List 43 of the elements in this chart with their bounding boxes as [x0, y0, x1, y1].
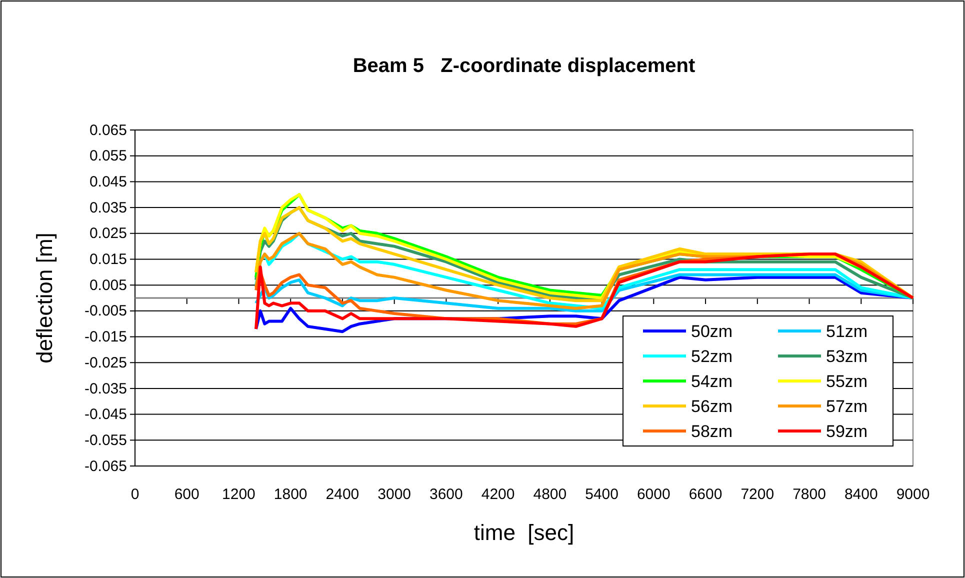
x-tick-label: 9000: [896, 486, 930, 503]
legend-label: 51zm: [826, 322, 868, 341]
x-tick-label: 2400: [326, 486, 360, 503]
y-tick-label: -0.055: [84, 432, 127, 449]
legend-label: 52zm: [691, 347, 733, 366]
x-axis-title: time [sec]: [474, 520, 574, 545]
legend-label: 50zm: [691, 322, 733, 341]
y-tick-label: 0.045: [89, 173, 127, 190]
y-tick-label: -0.045: [84, 406, 127, 424]
x-tick-label: 8400: [844, 486, 878, 503]
y-tick-label: -0.015: [84, 328, 127, 346]
x-tick-label: 3600: [430, 486, 463, 503]
legend-label: 54zm: [691, 372, 733, 391]
x-tick-label: 7200: [740, 486, 774, 503]
y-tick-label: -0.005: [84, 302, 127, 320]
x-tick-label: 7800: [792, 486, 826, 503]
legend-label: 55zm: [826, 372, 868, 391]
x-tick-label: 600: [174, 486, 200, 503]
y-tick-label: 0.015: [89, 251, 127, 268]
y-tick-label: 0.025: [89, 225, 127, 242]
y-tick-label: 0.065: [89, 122, 127, 139]
x-tick-label: 0: [130, 486, 140, 503]
y-tick-label: -0.025: [84, 354, 127, 372]
x-tick-label: 3000: [378, 486, 412, 503]
chart-title: Beam 5 Z-coordinate displacement: [352, 55, 696, 77]
y-tick-label: 0.035: [89, 199, 127, 216]
legend-label: 58zm: [691, 422, 733, 441]
legend-label: 56zm: [691, 397, 733, 416]
y-tick-label: -0.065: [84, 458, 127, 475]
x-tick-label: 4800: [533, 486, 567, 503]
x-tick-label: 6600: [688, 486, 722, 503]
y-tick-label: -0.035: [84, 380, 127, 398]
x-tick-label: 4200: [481, 486, 515, 503]
y-tick-label: 0.005: [89, 276, 127, 294]
x-tick-label: 5400: [585, 486, 618, 503]
legend-label: 59zm: [826, 422, 868, 441]
legend-label: 57zm: [826, 397, 868, 416]
x-tick-label: 1800: [274, 486, 308, 503]
x-tick-label: 1200: [222, 486, 256, 503]
legend-label: 53zm: [826, 347, 868, 366]
y-axis-title: deflection [m]: [32, 232, 57, 364]
y-tick-label: 0.055: [89, 148, 127, 165]
x-tick-label: 6000: [636, 486, 670, 503]
